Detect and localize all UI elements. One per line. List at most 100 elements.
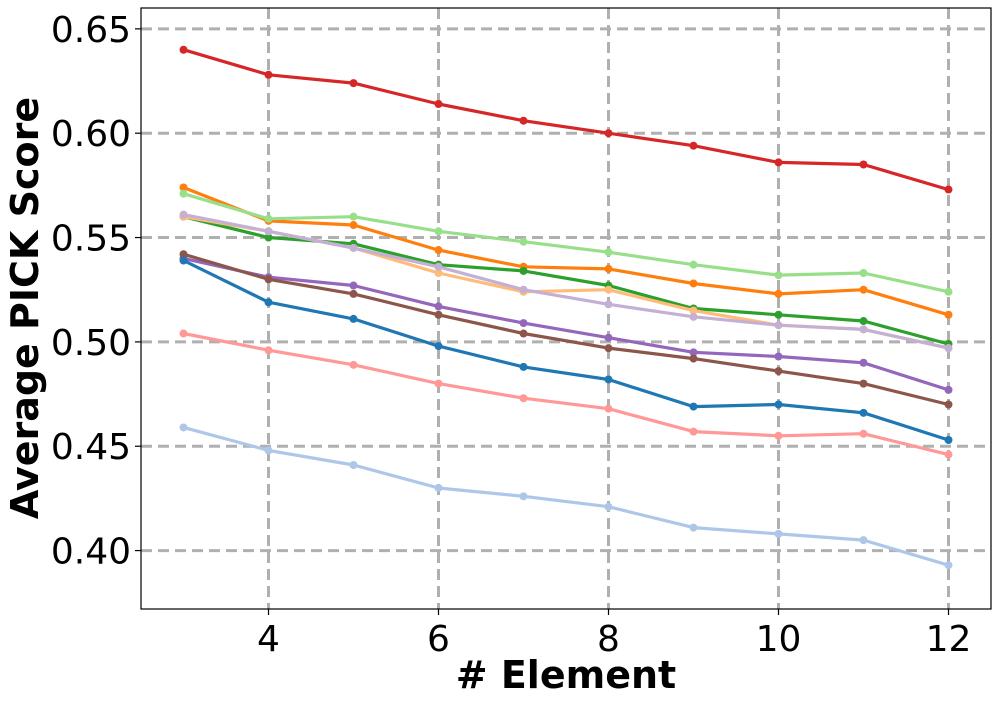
- data-point: [519, 285, 528, 294]
- y-tick-label: 0.45: [51, 427, 131, 468]
- data-point: [434, 302, 443, 311]
- data-point: [179, 183, 188, 192]
- data-point: [604, 129, 613, 138]
- data-point: [434, 99, 443, 108]
- data-point: [349, 281, 358, 290]
- x-axis-ticks: 4 6 8 10 12: [257, 609, 971, 660]
- data-point: [349, 289, 358, 298]
- y-tick-label: 0.55: [51, 219, 131, 260]
- data-point: [349, 461, 358, 470]
- data-point: [944, 287, 953, 296]
- data-point: [264, 227, 273, 236]
- data-point: [434, 269, 443, 278]
- x-tick-label: 6: [427, 619, 450, 660]
- data-point: [519, 362, 528, 371]
- data-point: [179, 329, 188, 338]
- data-point: [264, 446, 273, 455]
- data-point: [859, 285, 868, 294]
- x-tick-label: 8: [597, 619, 620, 660]
- data-point: [349, 221, 358, 230]
- data-point: [944, 561, 953, 570]
- series-line: [183, 256, 949, 392]
- data-point: [689, 312, 698, 321]
- data-point: [604, 248, 613, 257]
- data-point: [689, 354, 698, 363]
- series-8: [179, 250, 953, 409]
- data-point: [519, 116, 528, 125]
- data-point: [944, 310, 953, 319]
- data-point: [179, 256, 188, 265]
- data-point: [349, 360, 358, 369]
- data-point: [604, 333, 613, 342]
- data-point: [774, 352, 783, 361]
- data-point: [774, 321, 783, 330]
- data-point: [434, 379, 443, 388]
- x-axis-title: # Element: [456, 653, 676, 697]
- data-point: [604, 344, 613, 353]
- plot-background: [141, 8, 991, 609]
- data-point: [604, 404, 613, 413]
- series-lines: [179, 45, 953, 570]
- data-point: [604, 502, 613, 511]
- data-point: [179, 250, 188, 259]
- y-axis-ticks: 0.40 0.45 0.50 0.55 0.60 0.65: [51, 10, 141, 573]
- series-10: [179, 329, 953, 459]
- data-point: [859, 160, 868, 169]
- series-11: [179, 423, 953, 570]
- data-point: [179, 45, 188, 54]
- data-point: [859, 536, 868, 545]
- data-point: [944, 400, 953, 409]
- data-point: [264, 275, 273, 284]
- data-point: [774, 431, 783, 440]
- data-point: [264, 233, 273, 242]
- data-point: [519, 237, 528, 246]
- data-point: [859, 358, 868, 367]
- data-point: [859, 429, 868, 438]
- data-point: [944, 435, 953, 444]
- data-point: [179, 210, 188, 219]
- data-point: [519, 394, 528, 403]
- data-point: [774, 289, 783, 298]
- series-line: [183, 192, 949, 294]
- data-point: [434, 342, 443, 351]
- data-point: [944, 185, 953, 194]
- series-1: [179, 45, 953, 194]
- data-point: [264, 214, 273, 223]
- data-point: [689, 523, 698, 532]
- data-point: [179, 189, 188, 198]
- data-point: [944, 385, 953, 394]
- data-point: [689, 402, 698, 411]
- data-point: [689, 260, 698, 269]
- data-point: [774, 400, 783, 409]
- y-tick-label: 0.40: [51, 532, 131, 573]
- data-point: [349, 243, 358, 252]
- data-point: [434, 262, 443, 271]
- data-point: [859, 269, 868, 278]
- data-point: [859, 325, 868, 334]
- series-line: [183, 48, 949, 192]
- series-line: [183, 252, 949, 407]
- x-tick-label: 10: [756, 619, 802, 660]
- data-point: [434, 246, 443, 255]
- data-point: [604, 264, 613, 273]
- data-point: [944, 344, 953, 353]
- data-point: [774, 310, 783, 319]
- y-tick-label: 0.65: [51, 10, 131, 51]
- series-7: [179, 254, 953, 394]
- data-point: [859, 317, 868, 326]
- data-point: [264, 70, 273, 79]
- data-point: [604, 375, 613, 384]
- data-point: [349, 212, 358, 221]
- series-line: [183, 213, 949, 350]
- plot-frame: [140, 7, 992, 610]
- data-point: [434, 310, 443, 319]
- series-line: [182, 186, 949, 317]
- data-point: [264, 346, 273, 355]
- data-point: [179, 423, 188, 432]
- y-axis-title: Average PICK Score: [3, 97, 47, 519]
- series-2: [179, 183, 953, 319]
- data-point: [689, 141, 698, 150]
- data-point: [689, 279, 698, 288]
